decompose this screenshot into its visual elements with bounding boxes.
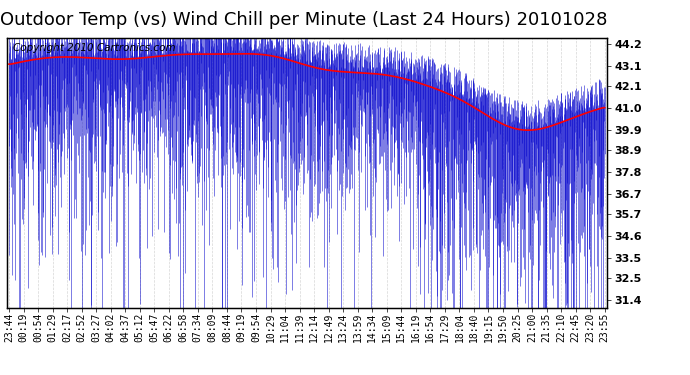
Text: Outdoor Temp (vs) Wind Chill per Minute (Last 24 Hours) 20101028: Outdoor Temp (vs) Wind Chill per Minute … — [0, 11, 607, 29]
Text: Copyright 2010 Cartronics.com: Copyright 2010 Cartronics.com — [13, 43, 175, 53]
